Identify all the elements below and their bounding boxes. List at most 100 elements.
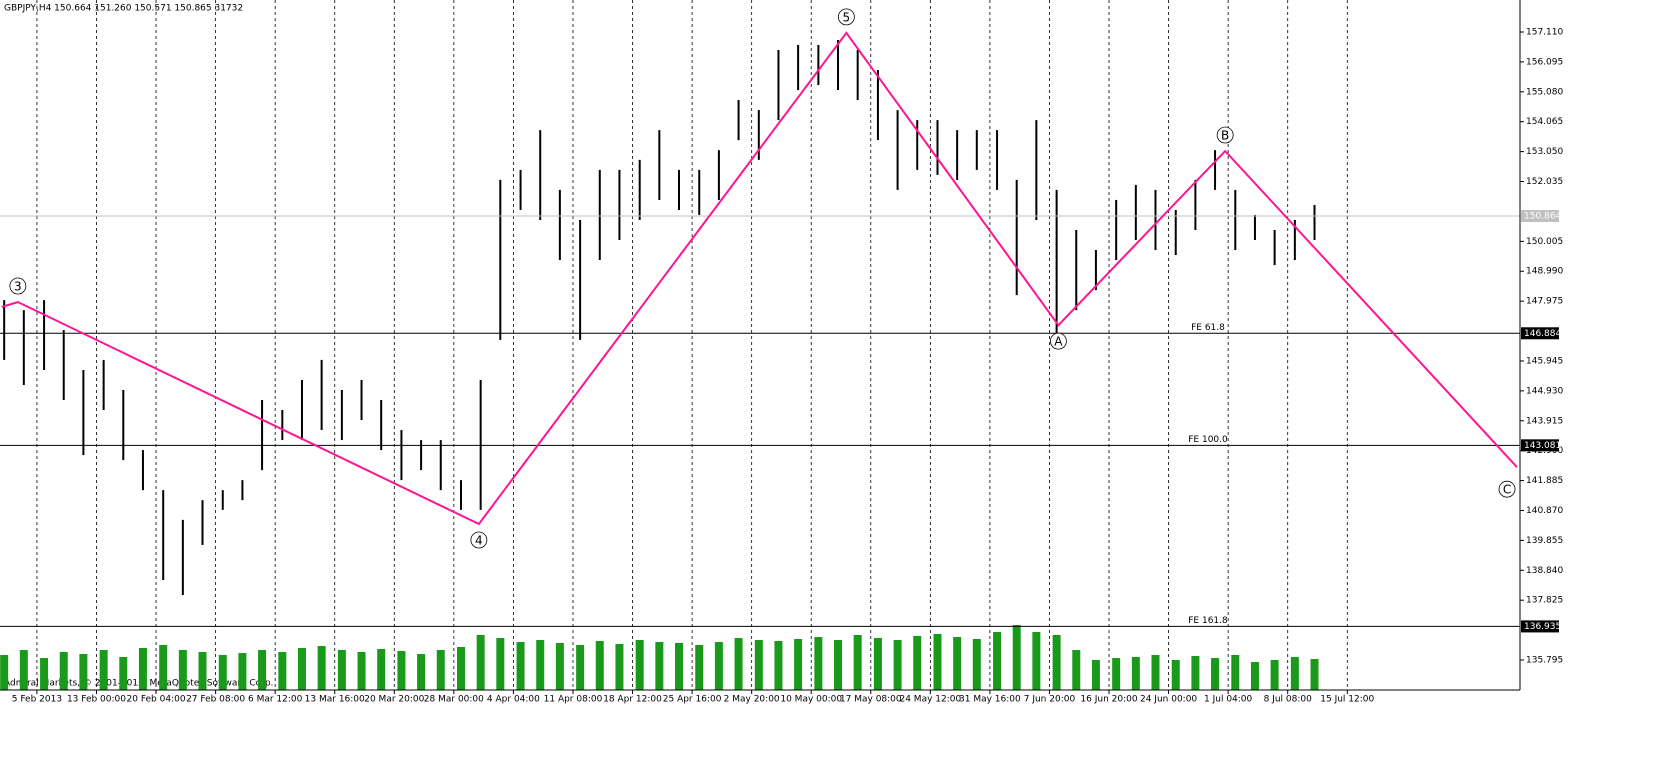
price-box xyxy=(1521,620,1559,633)
volume-bar xyxy=(357,652,366,690)
volume-bar xyxy=(873,638,882,690)
wave-label: 5 xyxy=(843,10,851,24)
x-tick-label: 24 Jun 00:00 xyxy=(1140,695,1197,705)
wave-label-circle xyxy=(1050,332,1067,350)
x-tick-label: 16 Jun 20:00 xyxy=(1080,695,1137,705)
volume-bar xyxy=(1151,655,1160,690)
y-tick-label: 137.825 xyxy=(1526,596,1563,606)
x-tick-label: 18 Apr 12:00 xyxy=(603,695,662,705)
price-box-label: 150.864 xyxy=(1524,212,1561,222)
volume-bar xyxy=(1112,658,1121,690)
volume-bar xyxy=(576,645,585,690)
volume-bar xyxy=(79,654,88,690)
volume-bar xyxy=(40,658,49,690)
y-tick-label: 140.870 xyxy=(1526,506,1563,516)
x-tick-label: 20 Mar 20:00 xyxy=(364,695,424,705)
y-tick-label: 135.795 xyxy=(1526,656,1563,666)
volume-bar xyxy=(1032,632,1041,690)
x-tick-label: 11 Apr 08:00 xyxy=(544,695,603,705)
x-tick-label: 8 Jul 08:00 xyxy=(1264,695,1313,705)
volume-bar xyxy=(595,641,604,690)
volume-bar xyxy=(59,652,68,690)
price-box xyxy=(1521,439,1559,452)
x-tick-label: 1 Jul 04:00 xyxy=(1204,695,1253,705)
price-box-label: 143.081 xyxy=(1524,441,1561,451)
volume-bar xyxy=(397,651,406,690)
y-tick-label: 141.885 xyxy=(1526,476,1563,486)
volume-bar xyxy=(198,652,207,690)
wave-label: 3 xyxy=(14,280,22,294)
volume-bar xyxy=(297,648,306,690)
x-tick-label: 13 Mar 16:00 xyxy=(305,695,365,705)
volume-bar xyxy=(734,638,743,690)
volume-bar xyxy=(1171,660,1180,690)
volume-bar xyxy=(218,655,227,690)
volume-bar xyxy=(377,649,386,690)
volume-bar xyxy=(496,638,505,690)
volume-bar xyxy=(19,650,28,690)
volume-bar xyxy=(893,640,902,690)
x-tick-label: 28 Mar 00:00 xyxy=(424,695,484,705)
volume-bar xyxy=(1211,658,1220,690)
x-tick-label: 5 Feb 2013 xyxy=(12,695,62,705)
volume-bar xyxy=(953,637,962,690)
x-tick-label: 27 Feb 08:00 xyxy=(186,695,245,705)
x-tick-label: 2 May 20:00 xyxy=(724,695,780,705)
y-tick-label: 145.945 xyxy=(1526,356,1563,366)
y-tick-label: 154.065 xyxy=(1526,117,1563,127)
level-name: FE 100.0 xyxy=(1188,435,1228,445)
volume-bar xyxy=(1091,660,1100,690)
volume-bar xyxy=(436,650,445,690)
y-tick-label: 139.855 xyxy=(1526,536,1563,546)
y-tick-label: 152.035 xyxy=(1526,177,1563,187)
volume-bar xyxy=(674,643,683,690)
volume-bar xyxy=(536,640,545,690)
wave-label-circle xyxy=(1498,480,1516,498)
volume-bar xyxy=(119,657,128,690)
volume-bar xyxy=(972,639,981,690)
level-name: FE 61.8 xyxy=(1191,323,1225,333)
volume-bar xyxy=(814,637,823,690)
volume-bar xyxy=(457,647,466,690)
wave-label-circle xyxy=(1216,126,1234,144)
y-tick-label: 148.990 xyxy=(1526,267,1563,277)
y-tick-label: 156.095 xyxy=(1526,57,1563,67)
volume-bar xyxy=(635,640,644,690)
y-tick-label: 147.975 xyxy=(1526,297,1563,307)
y-tick-label: 157.110 xyxy=(1526,27,1563,37)
volume-bar xyxy=(1012,625,1021,690)
y-tick-label: 150.005 xyxy=(1526,237,1563,247)
x-tick-label: 31 May 16:00 xyxy=(959,695,1021,705)
volume-bar xyxy=(337,650,346,690)
volume-bar xyxy=(754,640,763,690)
volume-bar xyxy=(1290,657,1299,690)
x-tick-label: 15 Jul 12:00 xyxy=(1320,695,1374,705)
y-tick-label: 153.050 xyxy=(1526,147,1563,157)
y-tick-label: 138.840 xyxy=(1526,566,1563,576)
volume-bar xyxy=(1072,650,1081,690)
price-box-label: 146.884 xyxy=(1524,329,1561,339)
volume-bar xyxy=(417,654,426,690)
volume-bar xyxy=(178,650,187,690)
volume-bar xyxy=(1052,635,1061,690)
level-name: FE 161.8 xyxy=(1188,616,1228,626)
volume-bar xyxy=(159,645,168,690)
wave-label-circle xyxy=(837,8,855,26)
x-tick-label: 24 May 12:00 xyxy=(899,695,961,705)
wave-label: A xyxy=(1054,335,1063,349)
volume-bar xyxy=(516,642,525,690)
volume-bar xyxy=(615,644,624,690)
volume-bar xyxy=(714,642,723,690)
volume-bar xyxy=(655,642,664,690)
volume-bar xyxy=(993,632,1002,690)
x-tick-label: 17 May 08:00 xyxy=(840,695,902,705)
volume-bar xyxy=(695,645,704,690)
price-box-label: 136.935 xyxy=(1524,622,1561,632)
copyright: Admiral Markets, © 2001-2013, MetaQuotes… xyxy=(4,679,273,689)
volume-bar xyxy=(774,641,783,690)
volume-bar xyxy=(138,648,147,690)
x-tick-label: 7 Jun 20:00 xyxy=(1024,695,1076,705)
wave-label: B xyxy=(1221,129,1229,143)
y-tick-label: 143.915 xyxy=(1526,416,1563,426)
